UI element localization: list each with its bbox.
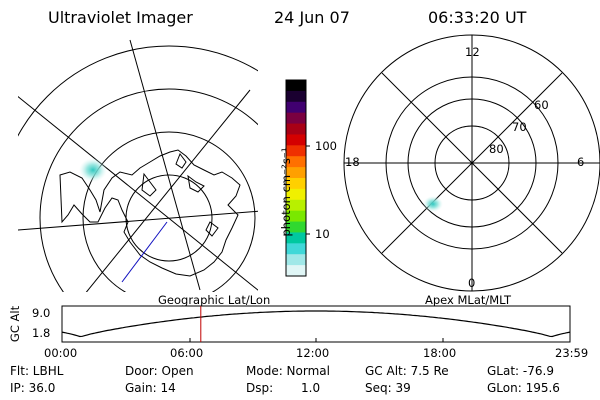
colorbar-band xyxy=(286,145,306,157)
colorbar-band xyxy=(286,210,306,223)
meridian-line xyxy=(129,39,201,291)
colorbar-band xyxy=(286,221,306,234)
colorbar-unit-label: photon cm⁻²s⁻¹ xyxy=(279,147,293,237)
filter-status: Flt: LBHL xyxy=(10,364,64,378)
colorbar-band xyxy=(286,123,306,136)
colorbar-band xyxy=(286,178,306,190)
colorbar-band xyxy=(286,112,306,125)
glon-status: GLon: 195.6 xyxy=(487,381,560,395)
door-status: Door: Open xyxy=(125,364,194,378)
lat-circle-4 xyxy=(18,45,258,137)
altitude-plot xyxy=(61,305,571,343)
left-panel-caption: Geographic Lat/Lon xyxy=(158,293,271,307)
mlat-label-70: 70 xyxy=(512,120,527,134)
meridian-line xyxy=(85,89,251,292)
colorbar-band xyxy=(286,134,306,146)
altitude-curve xyxy=(61,310,571,338)
coastline-detail xyxy=(175,152,187,169)
date-label: 24 Jun 07 xyxy=(274,8,350,27)
colorbar-tick-label: 100 xyxy=(315,139,337,153)
colorbar-band xyxy=(286,80,306,92)
glat-status: GLat: -76.9 xyxy=(487,364,554,378)
aurora-spot-geo xyxy=(79,158,107,182)
dsp-label: Dsp: xyxy=(246,381,274,395)
time-label: 06:33:20 UT xyxy=(428,8,527,27)
colorbar xyxy=(286,80,306,277)
meridian-line xyxy=(18,95,258,291)
gain-status: Gain: 14 xyxy=(125,381,176,395)
coastline-detail xyxy=(141,172,157,197)
altitude-x-tick: 00:00 xyxy=(44,346,78,360)
magnetic-polar-plot xyxy=(343,34,600,292)
ip-status: IP: 36.0 xyxy=(10,381,56,395)
lat-circle-2 xyxy=(82,131,256,292)
mlt-label-6: 6 xyxy=(577,155,585,169)
meridian-line xyxy=(18,210,258,231)
altitude-axis-label: GC Alt xyxy=(8,305,22,343)
altitude-x-tick: 12:00 xyxy=(296,346,330,360)
gc-alt-status: GC Alt: 7.5 Re xyxy=(365,364,449,378)
coastline-detail xyxy=(187,174,205,193)
mlt-line-diagonal xyxy=(381,72,563,254)
altitude-x-tick: 18:00 xyxy=(423,346,457,360)
geographic-map xyxy=(18,39,258,292)
colorbar-band xyxy=(286,167,306,179)
coastline-detail xyxy=(205,221,219,237)
colorbar-band xyxy=(286,254,306,266)
altitude-x-tick: 23:59 xyxy=(555,346,589,360)
mlt-label-0: 0 xyxy=(468,276,476,290)
colorbar-tick-label: 10 xyxy=(315,227,330,241)
mlt-label-18: 18 xyxy=(345,155,360,169)
mode-status: Mode: Normal xyxy=(246,364,330,378)
mlat-label-60: 60 xyxy=(534,98,549,112)
sequence-status: Seq: 39 xyxy=(365,381,411,395)
lat-circle-3 xyxy=(39,88,258,292)
colorbar-band xyxy=(286,232,306,244)
aurora-spot-mag xyxy=(423,196,443,212)
coastline xyxy=(59,149,241,277)
altitude-y-tick: 9.0 xyxy=(32,306,51,320)
colorbar-band xyxy=(286,90,306,103)
colorbar-band xyxy=(286,265,306,277)
colorbar-band xyxy=(286,156,306,168)
colorbar-band xyxy=(286,101,306,114)
colorbar-frame xyxy=(285,79,307,277)
colorbar-band xyxy=(286,243,306,255)
dsp-value: 1.0 xyxy=(301,381,321,395)
mlat-label-80: 80 xyxy=(489,142,504,156)
right-panel-caption: Apex MLat/MLT xyxy=(425,293,512,307)
colorbar-band xyxy=(286,188,306,201)
altitude-y-tick: 1.8 xyxy=(32,326,51,340)
instrument-title: Ultraviolet Imager xyxy=(48,8,193,27)
satellite-ground-track xyxy=(121,221,168,283)
altitude-x-tick: 06:00 xyxy=(170,346,204,360)
mlt-label-12: 12 xyxy=(465,45,480,59)
colorbar-band xyxy=(286,199,306,212)
